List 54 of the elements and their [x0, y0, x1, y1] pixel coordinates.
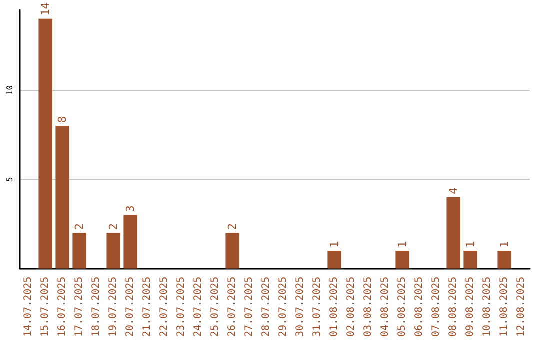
x-tick-label: 11.08.2025: [499, 276, 510, 338]
x-tick-label: 19.07.2025: [108, 276, 119, 338]
y-tick-label: 10: [6, 85, 14, 96]
bar: [124, 215, 138, 269]
data-label: 2: [107, 223, 120, 230]
bar: [106, 233, 120, 269]
bar: [396, 250, 410, 269]
x-tick-label: 12.08.2025: [516, 276, 527, 338]
data-label: 1: [396, 241, 409, 248]
x-tick-label: 27.07.2025: [244, 276, 255, 338]
bar: [498, 250, 512, 269]
y-tick-label: 5: [6, 176, 14, 182]
bar: [38, 18, 52, 269]
data-label: 4: [447, 187, 460, 194]
data-label: 1: [328, 241, 341, 248]
x-tick-label: 14.07.2025: [23, 276, 34, 338]
x-tick-label: 23.07.2025: [176, 276, 187, 338]
bar: [328, 250, 342, 269]
x-tick-label: 22.07.2025: [159, 276, 170, 338]
x-tick-label: 25.07.2025: [210, 276, 221, 338]
x-tick-label: 18.07.2025: [91, 276, 102, 338]
x-tick-label: 30.07.2025: [295, 276, 306, 338]
bar: [446, 197, 460, 269]
data-label: 1: [464, 241, 477, 248]
x-tick-label: 28.07.2025: [261, 276, 272, 338]
data-label: 3: [124, 206, 137, 212]
x-tick-label: 01.08.2025: [329, 276, 340, 338]
data-label: 14: [39, 2, 52, 16]
x-tick-label: 10.08.2025: [482, 276, 493, 338]
x-tick-label: 31.07.2025: [312, 276, 323, 338]
x-tick-label: 02.08.2025: [346, 276, 357, 338]
x-tick-label: 29.07.2025: [278, 276, 289, 338]
x-tick-label: 16.07.2025: [57, 276, 68, 338]
x-tick-label: 03.08.2025: [363, 276, 374, 338]
bar: [72, 233, 86, 269]
x-tick-label: 24.07.2025: [193, 276, 204, 338]
x-tick-label: 07.08.2025: [431, 276, 442, 338]
x-tick-label: 05.08.2025: [397, 276, 408, 338]
x-tick-label: 17.07.2025: [74, 276, 85, 338]
x-tick-label: 15.07.2025: [40, 276, 51, 338]
bar: [56, 126, 70, 269]
x-tick-label: 08.08.2025: [448, 276, 459, 338]
data-label: 2: [73, 223, 86, 230]
bar: [226, 233, 240, 269]
x-tick-label: 06.08.2025: [414, 276, 425, 338]
data-label: 2: [226, 223, 239, 230]
data-label: 8: [56, 116, 69, 124]
x-tick-label: 21.07.2025: [142, 276, 153, 338]
x-tick-label: 04.08.2025: [380, 276, 391, 338]
x-tick-label: 09.08.2025: [465, 276, 476, 338]
bar: [464, 250, 478, 269]
data-label: 1: [498, 241, 511, 248]
x-tick-label: 20.07.2025: [125, 276, 136, 338]
x-tick-label: 26.07.2025: [227, 276, 238, 338]
